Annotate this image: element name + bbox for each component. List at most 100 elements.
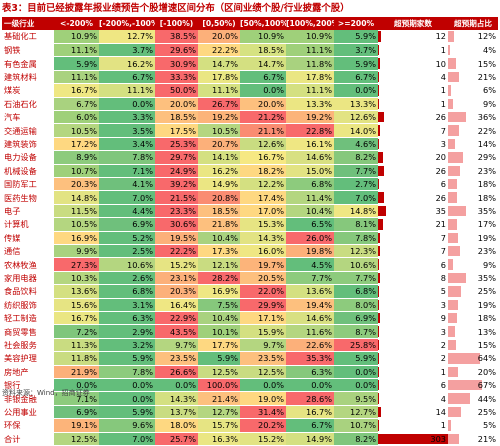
bucket-cell: 29.6% (155, 43, 198, 56)
bucket-cell: 0.0% (99, 379, 155, 392)
beat-count-bar (378, 393, 379, 403)
beat-share-value: 6% (483, 85, 496, 95)
beat-count-value: 21 (436, 219, 446, 229)
bucket-cell: 14.3% (240, 231, 286, 244)
bucket-cell: 12.7% (198, 405, 240, 418)
bucket-cell: 14.3% (155, 392, 198, 405)
beat-count-value: 6 (441, 380, 446, 390)
bucket-cell: 10.4% (198, 312, 240, 325)
bucket-cell: 13.3% (334, 97, 378, 110)
bucket-cell: 11.6% (286, 325, 334, 338)
bucket-cell: 5.9% (198, 352, 240, 365)
bucket-cell: 10.6% (99, 258, 155, 271)
bucket-cell: 7.8% (99, 365, 155, 378)
beat-share-value: 25% (478, 407, 496, 417)
beat-share-cell: 19% (448, 231, 498, 244)
beat-share-value: 29% (478, 152, 496, 162)
industry-name: 家用电器 (2, 271, 54, 284)
beat-share-bar (448, 340, 456, 350)
beat-count-value: 12 (436, 31, 446, 41)
beat-share-bar (448, 31, 454, 42)
beat-share-cell: 4% (448, 43, 498, 56)
beat-share-value: 25% (478, 286, 496, 296)
beat-share-bar (448, 407, 461, 417)
beat-count-cell: 7 (378, 231, 448, 244)
bucket-cell: 10.9% (240, 30, 286, 43)
bucket-cell: 8.9% (54, 151, 99, 164)
beat-share-cell: 15% (448, 57, 498, 70)
beat-count-bar (378, 125, 380, 135)
bucket-cell: 9.7% (155, 338, 198, 351)
beat-share-value: 4% (483, 45, 496, 55)
bucket-cell: 20.0% (198, 30, 240, 43)
beat-share-bar (448, 206, 466, 216)
beat-count-cell: 1 (378, 97, 448, 110)
bucket-cell: 16.7% (240, 151, 286, 164)
header-row: 一级行业 <-200% [-200%,-100%) [-100%) [0,50%… (2, 17, 498, 30)
beat-share-value: 21% (478, 72, 496, 82)
industry-name: 通信 (2, 245, 54, 258)
beat-count-value: 6 (441, 260, 446, 270)
bucket-cell: 6.7% (99, 70, 155, 83)
beat-share-cell: 18% (448, 177, 498, 190)
beat-count-value: 3 (441, 300, 446, 310)
beat-share-cell: 29% (448, 151, 498, 164)
industry-name: 电子 (2, 204, 54, 217)
beat-count-value: 1 (441, 99, 446, 109)
bucket-cell: 21.4% (198, 392, 240, 405)
beat-count-cell: 3 (378, 137, 448, 150)
beat-count-value: 20 (436, 152, 446, 162)
beat-share-cell: 14% (448, 137, 498, 150)
beat-share-value: 18% (478, 313, 496, 323)
bucket-cell: 6.5% (286, 218, 334, 231)
beat-count-value: 303 (430, 434, 446, 444)
beat-share-cell: 9% (448, 97, 498, 110)
beat-share-bar (448, 219, 457, 229)
bucket-cell: 9.5% (334, 392, 378, 405)
beat-count-bar (378, 112, 384, 122)
bucket-cell: 17.1% (240, 312, 286, 325)
bucket-cell: 16.2% (198, 164, 240, 177)
header-bucket-6: [100%,200%) (286, 17, 334, 30)
bucket-cell: 12.3% (334, 245, 378, 258)
beat-count-bar (378, 246, 380, 256)
beat-count-cell: 1 (378, 84, 448, 97)
header-bucket-1: <-200% (54, 17, 99, 30)
bucket-cell: 25.7% (155, 432, 198, 445)
beat-share-cell: 23% (448, 245, 498, 258)
industry-name: 美容护理 (2, 352, 54, 365)
bucket-cell: 2.7% (334, 177, 378, 190)
bucket-cell: 10.9% (286, 30, 334, 43)
industry-name: 建筑材料 (2, 70, 54, 83)
beat-share-value: 17% (478, 219, 496, 229)
beat-count-value: 7 (441, 246, 446, 256)
beat-count-value: 1 (441, 420, 446, 430)
bucket-cell: 35.3% (286, 352, 334, 365)
beat-share-bar (448, 380, 482, 390)
bucket-cell: 25.3% (155, 137, 198, 150)
bucket-cell: 9.9% (54, 245, 99, 258)
bucket-cell: 20.8% (198, 191, 240, 204)
bucket-cell: 22.0% (240, 285, 286, 298)
bucket-cell: 39.2% (155, 177, 198, 190)
beat-count-value: 35 (436, 206, 446, 216)
beat-share-cell: 18% (448, 191, 498, 204)
beat-count-cell: 26 (378, 110, 448, 123)
bucket-cell: 21.1% (240, 124, 286, 137)
bucket-cell: 7.0% (99, 191, 155, 204)
bucket-cell: 23.1% (155, 271, 198, 284)
bucket-cell: 6.3% (99, 312, 155, 325)
bucket-cell: 15.0% (286, 164, 334, 177)
header-beat-count: 超预期家数 (378, 17, 448, 30)
beat-share-bar (448, 112, 466, 122)
bucket-cell: 12.5% (240, 365, 286, 378)
beat-count-bar (378, 192, 384, 202)
beat-share-bar (448, 125, 459, 135)
bucket-cell: 10.5% (54, 218, 99, 231)
